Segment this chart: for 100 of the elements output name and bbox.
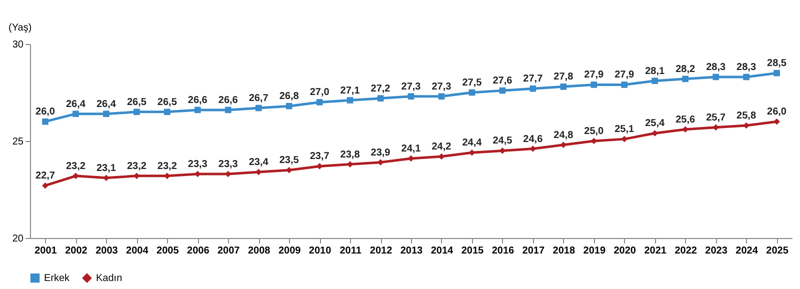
data-label: 23,3 (188, 158, 208, 170)
data-label: 24,5 (492, 136, 513, 147)
point (438, 93, 445, 100)
point (530, 146, 536, 152)
point (438, 153, 445, 160)
point (499, 148, 506, 154)
point (316, 99, 323, 106)
point (743, 122, 750, 129)
point (224, 106, 232, 114)
point (652, 78, 658, 84)
data-label: 28,2 (676, 64, 696, 75)
data-label: 25,7 (706, 112, 726, 124)
data-label: 26,6 (188, 94, 208, 106)
data-label: 23,4 (248, 157, 269, 168)
x-tick-label: 2022 (674, 246, 698, 256)
data-label: 25,4 (645, 118, 666, 130)
data-label: 27,3 (432, 81, 452, 92)
point (468, 149, 476, 156)
point (346, 97, 354, 104)
point (286, 102, 292, 110)
point (377, 159, 384, 166)
point (42, 118, 48, 125)
data-label: 24,1 (401, 143, 422, 154)
data-label: 26,8 (279, 91, 300, 102)
point (408, 155, 414, 162)
y-tick-label: 30 (12, 40, 24, 50)
x-tick-label: 2023 (705, 246, 728, 256)
point (316, 163, 323, 170)
x-tick-label: 2012 (370, 246, 393, 256)
x-tick-label: 2025 (766, 246, 789, 256)
x-tick-label: 2003 (96, 246, 118, 256)
x-tick-label: 2019 (583, 246, 606, 256)
x-tick-label: 2020 (614, 246, 636, 256)
data-label: 24,6 (523, 134, 544, 145)
data-label: 26,0 (767, 106, 787, 118)
data-label: 27,7 (523, 74, 544, 85)
data-label: 23,2 (157, 160, 178, 172)
y-tick-label: 20 (12, 234, 24, 244)
data-label: 26,6 (218, 94, 238, 106)
data-label: 26,7 (248, 93, 269, 104)
data-label: 27,8 (554, 72, 574, 83)
data-label: 27,3 (401, 81, 422, 92)
data-label: 27,5 (462, 78, 482, 88)
data-label: 26,4 (96, 98, 116, 110)
point (468, 89, 476, 96)
point (408, 93, 414, 100)
data-label: 27,1 (340, 85, 360, 96)
point (42, 182, 48, 189)
point (134, 172, 140, 180)
legend-label: Kadın (96, 273, 122, 284)
data-label: 28,3 (736, 62, 756, 73)
point (103, 174, 110, 182)
point (72, 172, 79, 180)
data-label: 28,5 (767, 58, 787, 70)
data-label: 27,9 (584, 70, 604, 81)
data-label: 25,0 (584, 126, 604, 137)
y-axis-title: (Yaş) (8, 22, 32, 34)
data-label: 28,1 (645, 66, 666, 77)
point (194, 106, 201, 114)
data-label: 28,3 (706, 62, 726, 73)
point (377, 95, 384, 102)
point (774, 70, 780, 76)
data-label: 24,8 (554, 130, 574, 141)
data-label: 23,8 (340, 149, 360, 160)
x-tick-label: 2010 (308, 246, 332, 256)
data-label: 27,2 (370, 83, 391, 94)
data-label: 23,2 (126, 160, 147, 172)
x-tick-label: 2015 (461, 246, 484, 256)
x-tick-label: 2024 (736, 246, 758, 256)
point (164, 172, 170, 180)
point (134, 108, 140, 116)
x-tick-label: 2006 (187, 246, 210, 256)
x-tick-label: 2002 (65, 246, 88, 256)
data-label: 25,6 (676, 114, 696, 126)
legend-label: Erkek (44, 273, 71, 284)
point (743, 74, 750, 80)
data-label: 26,4 (66, 98, 86, 110)
point (712, 124, 719, 131)
x-tick-label: 2014 (430, 246, 454, 256)
point (560, 142, 567, 148)
x-tick-label: 2009 (278, 246, 302, 256)
data-label: 25,1 (614, 124, 635, 136)
point (346, 161, 354, 168)
x-tick-label: 2017 (522, 246, 545, 256)
x-tick-label: 2018 (552, 246, 576, 256)
point (621, 136, 628, 142)
data-label: 23,1 (96, 162, 116, 174)
x-tick-label: 2001 (34, 246, 58, 256)
x-tick-label: 2008 (248, 246, 271, 256)
point (560, 84, 567, 90)
point (255, 104, 262, 112)
data-label: 23,3 (218, 158, 238, 170)
data-label: 27,9 (614, 70, 635, 81)
data-label: 23,7 (310, 151, 330, 162)
point (499, 87, 506, 94)
x-tick-label: 2016 (492, 246, 514, 256)
data-label: 26,5 (157, 96, 178, 108)
data-label: 22,7 (36, 170, 56, 182)
data-label: 25,8 (736, 110, 756, 122)
point (712, 74, 719, 80)
